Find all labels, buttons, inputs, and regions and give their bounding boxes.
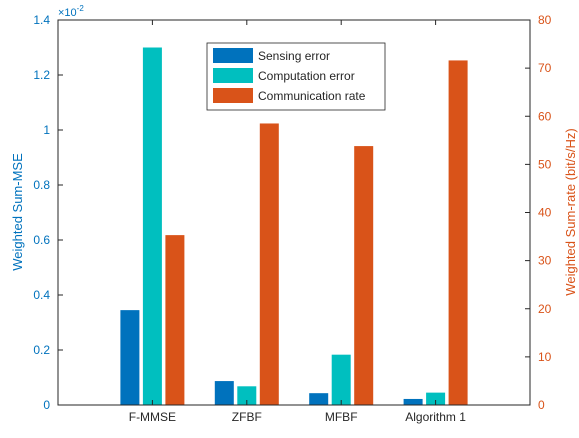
left-axis-tick-label: 1.4 (33, 13, 50, 27)
bar-sensing-error-algorithm-1 (403, 398, 423, 405)
left-axis-exponent-power: -2 (77, 4, 85, 13)
right-axis-tick-label: 70 (538, 61, 552, 75)
bar-communication-rate-mfbf (354, 146, 374, 405)
legend-swatch-computation-error (213, 68, 253, 83)
bar-sensing-error-zfbf (214, 381, 234, 405)
right-axis-label: Weighted Sum-rate (bit/s/Hz) (563, 128, 578, 295)
right-axis-tick-label: 80 (538, 13, 552, 27)
bar-sensing-error-mfbf (309, 393, 329, 405)
left-axis-tick-label: 1.2 (33, 68, 50, 82)
x-axis-tick-label-mfbf: MFBF (325, 410, 358, 424)
legend: Sensing error Computation error Communicat… (206, 42, 386, 111)
left-axis-tick-label: 0.8 (33, 178, 50, 192)
bars-group (120, 47, 468, 406)
left-axis-tick-label: 0 (43, 398, 50, 412)
left-axis-tick-label: 0.6 (33, 233, 50, 247)
right-axis-tick-label: 50 (538, 157, 552, 171)
left-axis-tick-label: 1 (43, 123, 50, 137)
x-axis-tick-label-zfbf: ZFBF (232, 410, 262, 424)
right-axis-tick-label: 60 (538, 109, 552, 123)
right-axis-tick-label: 40 (538, 206, 552, 220)
bar-communication-rate-zfbf (259, 123, 279, 405)
legend-label-computation-error: Computation error (258, 69, 355, 83)
left-axis-exponent: ×10-2 (58, 4, 84, 19)
right-axis-tick-label: 30 (538, 254, 552, 268)
left-axis-tick-label: 0.2 (33, 343, 50, 357)
left-axis: 0 0.2 0.4 0.6 0.8 1 1.2 1.4 (33, 13, 63, 412)
legend-swatch-communication-rate (213, 88, 253, 103)
legend-label-sensing-error: Sensing error (258, 49, 330, 63)
bar-computation-error-algorithm-1 (426, 392, 446, 406)
bar-computation-error-zfbf (237, 386, 257, 405)
bar-communication-rate-algorithm-1 (448, 60, 468, 406)
right-axis-tick-label: 20 (538, 302, 552, 316)
legend-label-communication-rate: Communication rate (258, 89, 366, 103)
left-axis-exponent-base: ×10 (58, 7, 77, 19)
legend-swatch-sensing-error (213, 48, 253, 63)
right-axis-tick-label: 0 (538, 398, 545, 412)
bar-computation-error-mfbf (331, 354, 351, 405)
bar-computation-error-f-mmse (142, 47, 162, 405)
right-axis-tick-label: 10 (538, 350, 552, 364)
left-axis-label: Weighted Sum-MSE (10, 153, 25, 271)
bar-sensing-error-f-mmse (120, 310, 140, 406)
left-axis-tick-label: 0.4 (33, 288, 50, 302)
bar-communication-rate-f-mmse (165, 235, 185, 405)
right-axis: 0 10 20 30 40 50 60 70 80 (525, 13, 552, 412)
x-axis: F-MMSE ZFBF MFBF Algorithm 1 (129, 20, 466, 424)
plot-frame (57, 19, 531, 406)
x-axis-tick-label-f-mmse: F-MMSE (129, 410, 176, 424)
x-axis-tick-label-algorithm-1: Algorithm 1 (405, 410, 466, 424)
